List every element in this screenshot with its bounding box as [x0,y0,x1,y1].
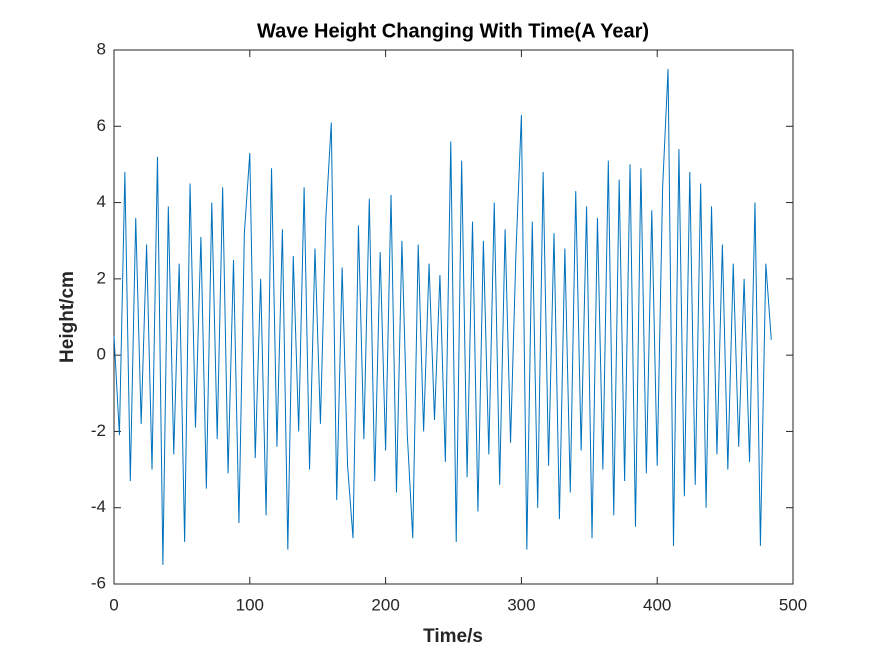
y-tick-label: -2 [91,421,106,440]
y-tick-label: -4 [91,497,106,516]
chart-title: Wave Height Changing With Time(A Year) [257,20,649,42]
y-tick-label: 2 [97,268,106,287]
y-tick-label: 0 [97,345,106,364]
data-line [113,69,772,565]
x-tick-label: 200 [371,595,399,614]
x-tick-label: 500 [779,595,807,614]
x-tick-label: 300 [507,595,535,614]
y-tick-label: 6 [97,116,106,135]
x-axis-label: Time/s [423,626,483,647]
x-tick-label: 400 [643,595,671,614]
y-tick-label: 4 [97,192,106,211]
y-axis-label: Height/cm [57,271,78,363]
y-tick-label: -6 [91,573,106,592]
x-tick-label: 100 [236,595,264,614]
y-tick-label: 8 [97,39,106,58]
x-tick-label: 0 [109,595,118,614]
